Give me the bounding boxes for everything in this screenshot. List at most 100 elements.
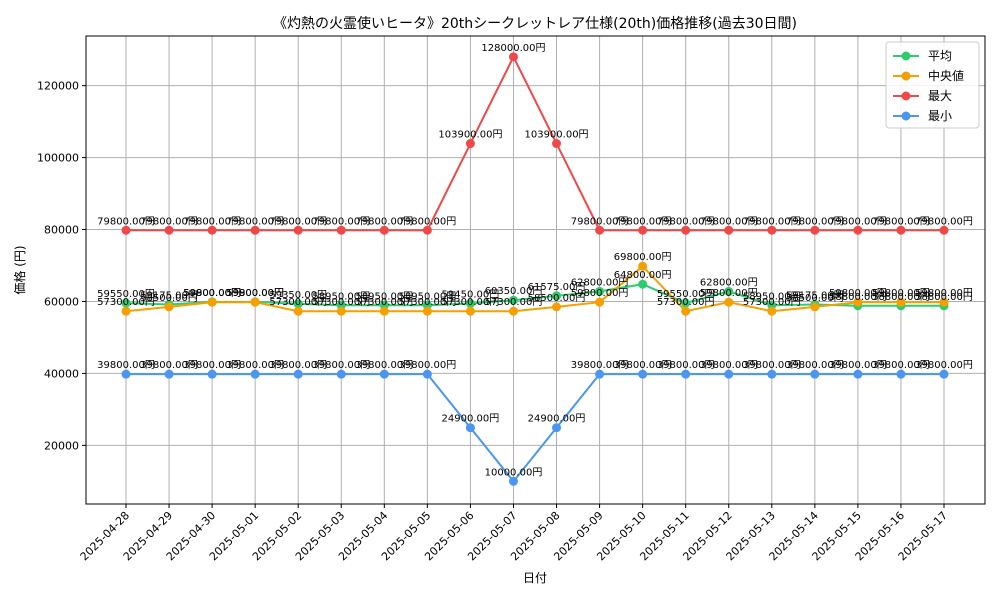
series-1-data-label: 58500.00円 [528,293,586,304]
series-0-data-label: 59175.00円 [786,290,844,301]
series-2-data-label: 79800.00円 [312,216,370,227]
series-3-point [207,369,217,379]
legend-label-3: 最小 [928,109,952,123]
series-0-data-label: 58950.00円 [312,291,370,302]
series-1-point [810,302,820,312]
series-3-data-label: 39800.00円 [657,360,715,371]
series-0-data-label: 59350.00円 [269,290,327,301]
series-3-data-label: 10000.00円 [485,467,543,478]
series-2-point [293,225,303,235]
series-2-data-label: 79800.00円 [97,216,155,227]
series-0-point [724,286,734,296]
series-0-point [638,279,648,289]
series-0-data-label: 60350.00円 [485,286,543,297]
series-1-point [767,306,777,316]
series-0-data-label: 59550.00円 [97,289,155,300]
series-3-data-label: 39800.00円 [571,360,629,371]
y-tick-label: 100000 [37,152,79,165]
series-1-data-label: 59800.00円 [829,288,887,299]
series-2-point [810,225,820,235]
series-3-point [939,369,949,379]
series-2-point [595,225,605,235]
series-1-data-label: 57300.00円 [399,297,457,308]
series-1-data-label: 57300.00円 [269,297,327,308]
series-0-point [595,286,605,296]
series-3-point [121,369,131,379]
y-tick-label: 60000 [44,295,79,308]
legend-label-1: 中央値 [928,68,964,83]
x-axis-ticks: 2025-04-282025-04-292025-04-302025-05-01… [78,504,950,563]
series-3-data-label: 39800.00円 [312,360,370,371]
series-0-data-label: 59900.00円 [183,288,241,299]
series-1-data-label: 59800.00円 [226,288,284,299]
chart-title: 《灼熱の火霊使いヒータ》20thシークレットレア仕様(20th)価格推移(過去3… [273,15,797,32]
series-1-point [724,297,734,307]
series-3-point [336,369,346,379]
series-3-point [250,369,260,379]
series-3-data-label: 24900.00円 [442,414,500,425]
series-2-point [508,52,518,62]
series-0-data-label: 58950.00円 [355,291,413,302]
grid [86,36,985,504]
series-1-data-label: 57300.00円 [355,297,413,308]
plot-frame [85,35,986,505]
series-2-data-label: 79800.00円 [269,216,327,227]
series-2-data-label: 79800.00円 [140,216,198,227]
series-0-point [293,299,303,309]
series-0-data-label: 58800.00円 [915,292,973,303]
series-3-data-label: 24900.00円 [528,414,586,425]
series-2-point [164,225,174,235]
series-3-data-label: 39800.00円 [915,360,973,371]
series-0-data-label: 61575.00円 [528,282,586,293]
legend-box [885,41,980,129]
series-1-data-label: 58500.00円 [786,293,844,304]
legend-marker [901,51,911,61]
series-0-data-label: 62800.00円 [700,277,758,288]
series-2-data-label: 79800.00円 [355,216,413,227]
data-labels: 59550.00円59175.00円59900.00円59900.00円5935… [97,43,973,478]
series-0-data-label: 58800.00円 [829,292,887,303]
y-axis-label: 価格 (円) [12,245,27,294]
legend-marker [901,111,911,121]
series-1-data-label: 57300.00円 [485,297,543,308]
series-2-point [681,225,691,235]
series-3-point [465,423,475,433]
series-lines [121,52,949,486]
series-2-data-label: 79800.00円 [829,216,887,227]
series-1-point [681,306,691,316]
series-1-point [422,306,432,316]
series-1-data-label: 57300.00円 [657,297,715,308]
series-0-data-label: 59175.00円 [140,290,198,301]
series-2-data-label: 128000.00円 [481,43,545,54]
legend-label-2: 最大 [928,89,952,103]
series-1-point [379,306,389,316]
series-0-point [121,298,131,308]
x-axis-label: 日付 [523,571,547,585]
series-1-point [336,306,346,316]
series-2-point [422,225,432,235]
series-2-point [939,225,949,235]
y-tick-label: 20000 [44,439,79,452]
series-3-data-label: 39800.00円 [355,360,413,371]
series-2-point [638,225,648,235]
series-2-data-label: 79800.00円 [226,216,284,227]
series-0-point [681,298,691,308]
series-line-1 [125,264,944,313]
series-1-point [250,297,260,307]
legend-marker [901,91,911,101]
series-3-point [552,423,562,433]
series-0-data-label: 59550.00円 [657,289,715,300]
series-3-data-label: 39800.00円 [399,360,457,371]
series-3-data-label: 39800.00円 [700,360,758,371]
series-1-data-label: 57300.00円 [442,297,500,308]
series-1-point [939,297,949,307]
series-2-point [121,225,131,235]
y-tick-label: 40000 [44,367,79,380]
legend-label-0: 平均 [928,49,952,63]
series-1-point [164,302,174,312]
series-2-point [250,225,260,235]
series-3-data-label: 39800.00円 [140,360,198,371]
series-1-point [595,297,605,307]
series-3-point [724,369,734,379]
